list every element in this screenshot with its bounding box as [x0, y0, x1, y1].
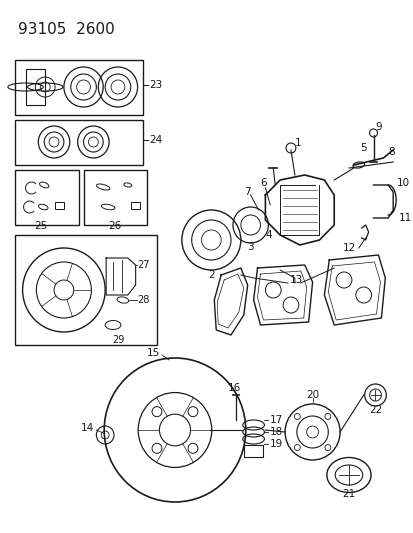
Text: 5: 5	[359, 143, 366, 153]
Text: 3: 3	[247, 242, 253, 252]
Bar	[15, 235, 157, 345]
Text: 7: 7	[243, 187, 250, 197]
Text: 17: 17	[269, 415, 282, 425]
Text: 27: 27	[137, 260, 150, 270]
Text: 23: 23	[149, 80, 162, 90]
Text: 29: 29	[112, 335, 124, 345]
Bar	[15, 170, 78, 225]
Text: 13: 13	[289, 275, 302, 285]
Text: 28: 28	[137, 295, 150, 305]
Text: 21: 21	[342, 489, 355, 499]
Text: 12: 12	[342, 243, 355, 253]
Text: 11: 11	[398, 213, 411, 223]
Text: 14: 14	[81, 423, 94, 433]
Bar	[131, 202, 139, 209]
Text: 16: 16	[227, 383, 240, 393]
Text: 15: 15	[147, 348, 160, 358]
Text: 22: 22	[368, 405, 381, 415]
Bar	[26, 69, 45, 105]
Text: 2: 2	[207, 270, 214, 280]
Text: 24: 24	[149, 135, 162, 145]
Text: 93105  2600: 93105 2600	[18, 22, 114, 37]
Bar	[15, 60, 142, 115]
Bar	[83, 170, 147, 225]
Text: 18: 18	[269, 427, 282, 437]
Text: 20: 20	[305, 390, 318, 400]
Text: 8: 8	[387, 147, 394, 157]
Text: 6: 6	[260, 178, 266, 188]
Bar	[243, 445, 263, 457]
Text: 9: 9	[375, 122, 381, 132]
Text: 1: 1	[294, 138, 301, 148]
Text: 25: 25	[35, 221, 48, 231]
Text: 26: 26	[108, 221, 121, 231]
Bar	[15, 120, 142, 165]
Text: 4: 4	[265, 230, 271, 240]
Text: 19: 19	[269, 439, 282, 449]
Bar	[55, 202, 64, 209]
Text: 10: 10	[396, 178, 409, 188]
